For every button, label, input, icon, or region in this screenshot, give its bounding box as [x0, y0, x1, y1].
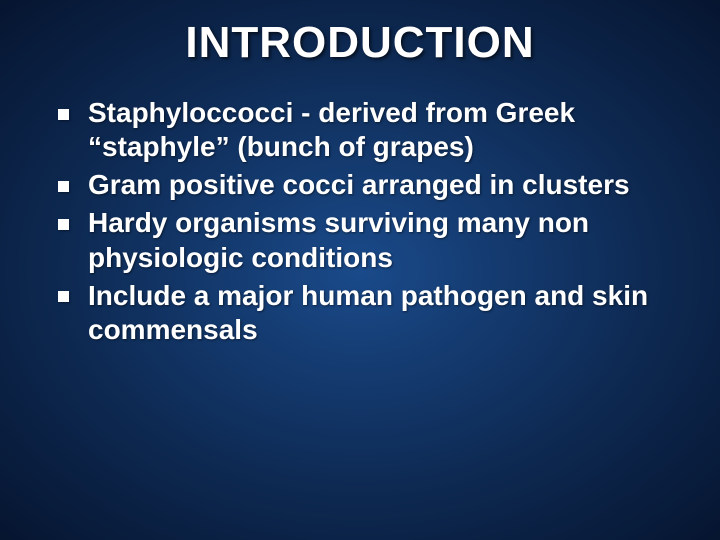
list-item: Include a major human pathogen and skin …: [58, 279, 680, 347]
list-item: Staphyloccocci - derived from Greek “sta…: [58, 96, 680, 164]
bullet-list: Staphyloccocci - derived from Greek “sta…: [40, 96, 680, 347]
slide: INTRODUCTION Staphyloccocci - derived fr…: [0, 0, 720, 540]
list-item: Hardy organisms surviving many non physi…: [58, 206, 680, 274]
slide-title: INTRODUCTION: [40, 18, 680, 68]
list-item: Gram positive cocci arranged in clusters: [58, 168, 680, 202]
